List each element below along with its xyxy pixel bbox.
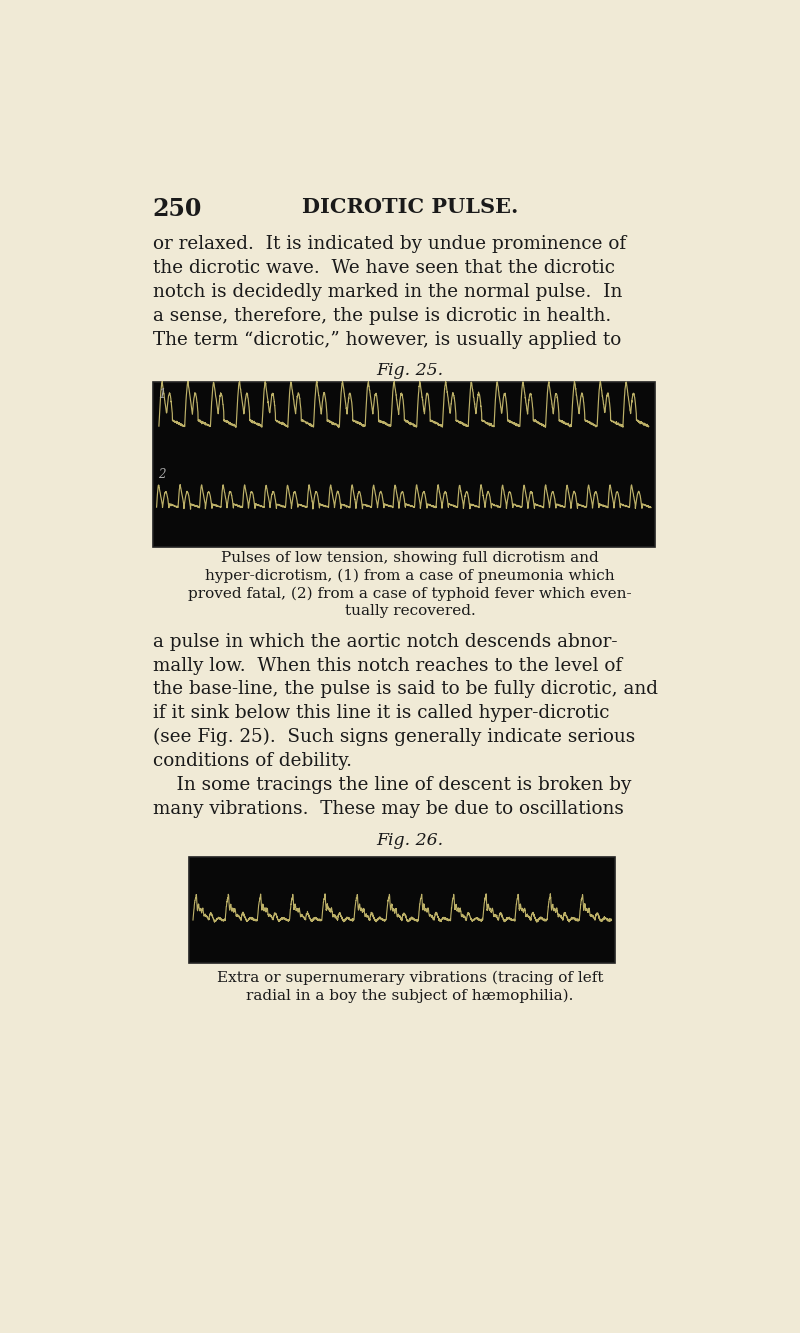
Text: proved fatal, (2) from a case of typhoid fever which even-: proved fatal, (2) from a case of typhoid… (188, 587, 632, 601)
Bar (189, 857, 615, 962)
Text: a pulse in which the aortic notch descends abnor-: a pulse in which the aortic notch descen… (153, 633, 618, 651)
Text: hyper-dicrotism, (1) from a case of pneumonia which: hyper-dicrotism, (1) from a case of pneu… (205, 569, 615, 584)
Text: if it sink below this line it is called hyper-dicrotic: if it sink below this line it is called … (153, 704, 610, 722)
Text: Fig. 25.: Fig. 25. (377, 361, 443, 379)
Text: many vibrations.  These may be due to oscillations: many vibrations. These may be due to osc… (153, 800, 623, 818)
Text: The term “dicrotic,” however, is usually applied to: The term “dicrotic,” however, is usually… (153, 331, 621, 349)
Text: 1: 1 (158, 388, 166, 401)
Text: Pulses of low tension, showing full dicrotism and: Pulses of low tension, showing full dicr… (221, 551, 599, 565)
Text: tually recovered.: tually recovered. (345, 604, 475, 619)
Text: Extra or supernumerary vibrations (tracing of left: Extra or supernumerary vibrations (traci… (217, 970, 603, 985)
Text: 2: 2 (158, 468, 166, 481)
Text: notch is decidedly marked in the normal pulse.  In: notch is decidedly marked in the normal … (153, 283, 622, 301)
Bar (153, 381, 655, 548)
Text: radial in a boy the subject of hæmophilia).: radial in a boy the subject of hæmophili… (246, 989, 574, 1002)
Text: (see Fig. 25).  Such signs generally indicate serious: (see Fig. 25). Such signs generally indi… (153, 728, 635, 746)
Text: a sense, therefore, the pulse is dicrotic in health.: a sense, therefore, the pulse is dicroti… (153, 307, 611, 325)
Text: DICROTIC PULSE.: DICROTIC PULSE. (302, 197, 518, 217)
Text: mally low.  When this notch reaches to the level of: mally low. When this notch reaches to th… (153, 657, 622, 674)
Text: or relaxed.  It is indicated by undue prominence of: or relaxed. It is indicated by undue pro… (153, 236, 626, 253)
Text: the base-line, the pulse is said to be fully dicrotic, and: the base-line, the pulse is said to be f… (153, 680, 658, 698)
Text: the dicrotic wave.  We have seen that the dicrotic: the dicrotic wave. We have seen that the… (153, 260, 614, 277)
Text: Fig. 26.: Fig. 26. (377, 832, 443, 849)
Text: conditions of debility.: conditions of debility. (153, 752, 352, 770)
Text: 250: 250 (153, 197, 202, 221)
Text: In some tracings the line of descent is broken by: In some tracings the line of descent is … (153, 776, 631, 794)
